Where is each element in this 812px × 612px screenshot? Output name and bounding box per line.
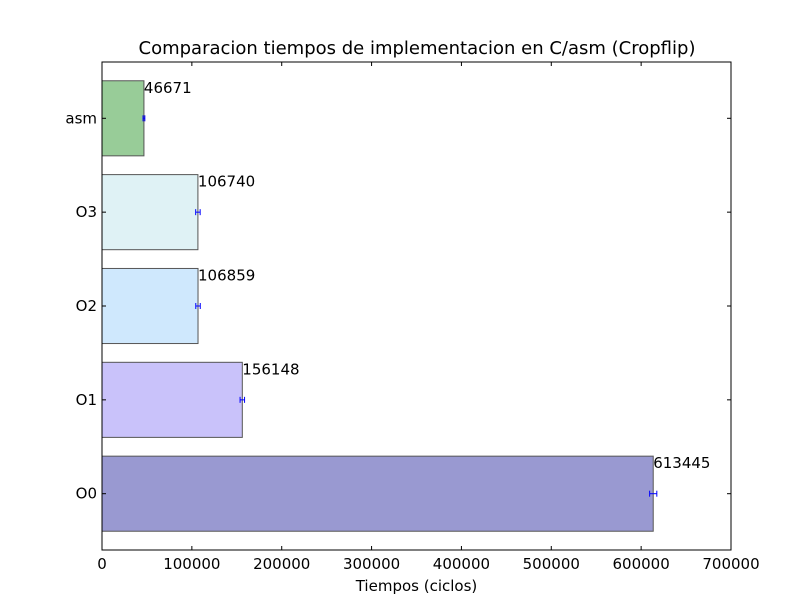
data-label-O1: 156148 bbox=[242, 360, 299, 378]
y-tick-label-O2: O2 bbox=[76, 297, 97, 315]
y-tick-label-asm: asm bbox=[65, 109, 97, 127]
y-tick-label-O3: O3 bbox=[76, 203, 97, 221]
x-tick-label-0: 0 bbox=[97, 555, 107, 573]
x-tick-label-6: 600000 bbox=[613, 555, 670, 573]
bars-group: 613445 156148 106859 106740 46671 bbox=[101, 79, 710, 532]
bar-O1 bbox=[101, 361, 243, 438]
data-label-asm: 46671 bbox=[144, 79, 192, 97]
x-tick-label-4: 400000 bbox=[433, 555, 490, 573]
bar-O2 bbox=[101, 267, 199, 345]
bar-asm bbox=[101, 80, 145, 157]
x-tick-label-3: 300000 bbox=[343, 555, 400, 573]
data-label-O0: 613445 bbox=[653, 454, 710, 472]
data-label-O2: 106859 bbox=[198, 266, 255, 284]
chart-title: Comparacion tiempos de implementacion en… bbox=[139, 38, 696, 59]
y-tick-label-O0: O0 bbox=[76, 485, 97, 503]
data-label-O3: 106740 bbox=[198, 173, 255, 191]
y-tick-label-O1: O1 bbox=[76, 391, 97, 409]
x-tick-label-2: 200000 bbox=[253, 555, 310, 573]
bar-O3 bbox=[101, 174, 199, 251]
ticks-group: O0 O1 O2 O3 asm 0 100000 200000 300000 400000 5000… bbox=[65, 62, 760, 573]
bar-O0 bbox=[101, 455, 654, 532]
x-tick-label-5: 500000 bbox=[523, 555, 580, 573]
plot-frame bbox=[101, 61, 732, 551]
x-tick-label-7: 700000 bbox=[702, 555, 759, 573]
x-axis-label: Tiempos (ciclos) bbox=[355, 577, 478, 595]
x-tick-label-1: 100000 bbox=[163, 555, 220, 573]
